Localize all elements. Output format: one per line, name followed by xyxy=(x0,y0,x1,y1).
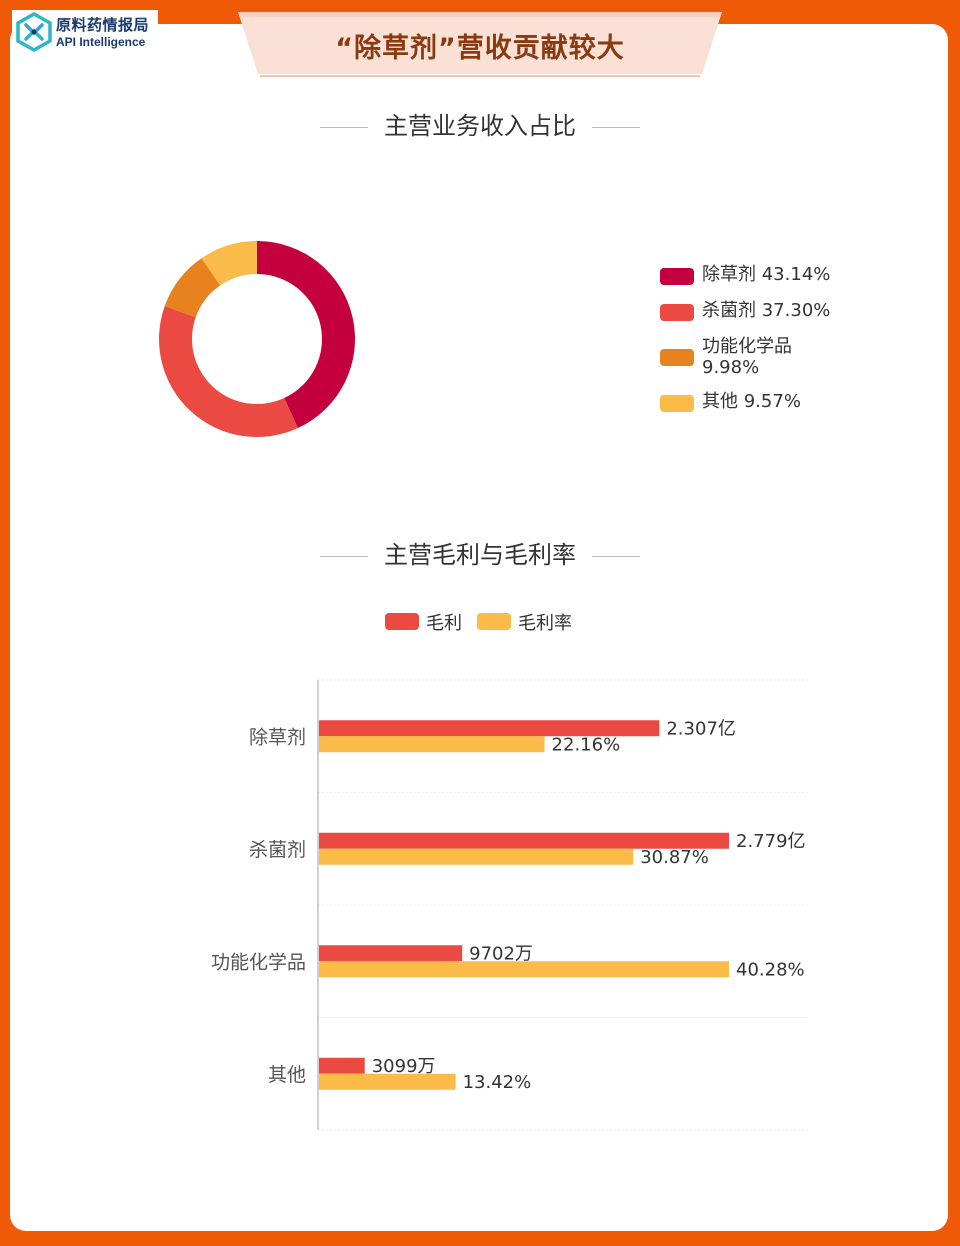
legend-value-herbicide: 43.14% xyxy=(761,264,831,285)
legend-label-gross-margin: 毛利率 xyxy=(518,613,572,634)
title-rule-left xyxy=(320,555,368,557)
title-rule-right xyxy=(592,555,640,557)
title-banner xyxy=(238,12,722,77)
legend-label-other: 其他 xyxy=(702,391,738,412)
legend-value-fungicide: 37.30% xyxy=(761,300,831,321)
bar-chart-title: 主营毛利与毛利率 xyxy=(384,541,576,569)
donut-slice-herbicide xyxy=(257,241,355,429)
logo-name-cn: 原料药情报局 xyxy=(56,16,150,34)
legend-swatch-fungicide xyxy=(660,304,694,321)
donut-slice-other xyxy=(201,241,257,286)
legend-label-fungicide: 杀菌剂 xyxy=(702,300,756,321)
legend-label-herbicide: 除草剂 xyxy=(702,264,756,285)
logo-icon xyxy=(16,12,52,52)
donut-section-title: 主营业务收入占比 xyxy=(0,106,960,141)
donut-chart-title: 主营业务收入占比 xyxy=(384,112,576,140)
legend-swatch-herbicide xyxy=(660,268,694,285)
legend-value-functional: 9.98% xyxy=(702,357,760,378)
donut-slice-functional xyxy=(164,258,221,318)
banner-title: “除草剂”营收贡献较大 xyxy=(335,33,625,64)
legend-swatch-gross-profit xyxy=(385,613,419,630)
legend-value-other: 9.57% xyxy=(743,391,801,412)
legend-swatch-other xyxy=(660,395,694,412)
title-rule-right xyxy=(592,126,640,128)
logo-name-en: API Intelligence xyxy=(56,35,146,49)
legend-swatch-functional xyxy=(660,349,694,366)
donut-slice-fungicide xyxy=(159,306,298,438)
legend-label-gross-profit: 毛利 xyxy=(426,613,462,634)
revenue-donut-chart xyxy=(159,241,355,438)
title-rule-left xyxy=(320,126,368,128)
legend-swatch-gross-margin xyxy=(477,613,511,630)
brand-logo: 原料药情报局 API Intelligence xyxy=(12,10,158,56)
legend-label-functional: 功能化学品 xyxy=(702,336,792,357)
bar-section-title: 主营毛利与毛利率 xyxy=(0,535,960,570)
